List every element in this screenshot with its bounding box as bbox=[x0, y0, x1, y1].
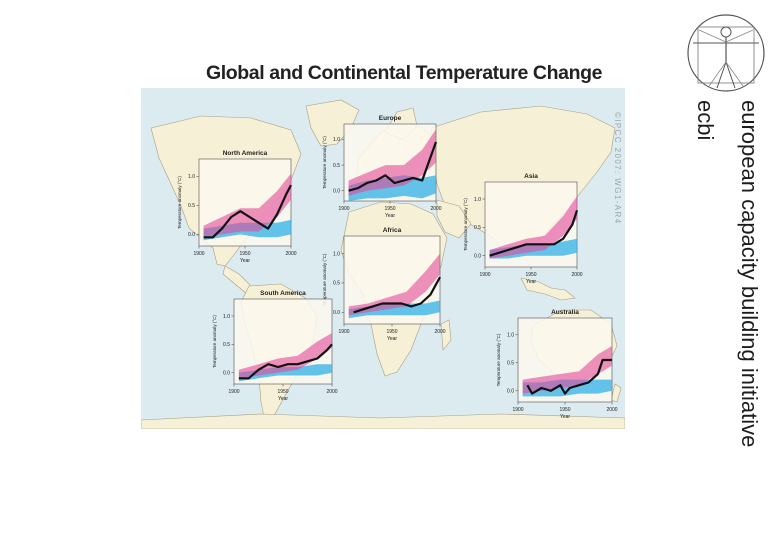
y-tick-label: 0.0 bbox=[188, 232, 195, 238]
panel-africa: Africa 1900 1950 2000 Year 0.0 0.5 1.0 Temperatu… bbox=[322, 227, 446, 342]
observed-temperature-line bbox=[526, 358, 612, 395]
x-tick-label: 1900 bbox=[512, 407, 523, 413]
x-tick-label: 2000 bbox=[571, 272, 582, 278]
organization-abbreviation: ecbi bbox=[693, 100, 718, 141]
x-tick-label: 1950 bbox=[559, 407, 570, 413]
landmass-antarctica bbox=[141, 413, 625, 429]
y-tick-label: 0.5 bbox=[333, 163, 340, 169]
x-tick-label: 1950 bbox=[277, 389, 288, 395]
landmass-madagascar bbox=[440, 319, 452, 351]
x-tick-label: 1950 bbox=[239, 251, 250, 257]
observed-temperature-line bbox=[203, 184, 292, 239]
panel-title: South America bbox=[260, 290, 306, 297]
y-tick-label: 0.5 bbox=[474, 225, 481, 231]
panel-title: Europe bbox=[379, 115, 402, 122]
copyright-note: ©IPCC 2007: WG1-AR4 bbox=[613, 112, 622, 225]
observed-temperature-line bbox=[353, 276, 441, 314]
y-tick-label: 0.0 bbox=[223, 370, 230, 376]
x-tick-label: 1900 bbox=[338, 206, 349, 212]
anthropogenic-forcing-band bbox=[203, 173, 291, 238]
landmass-indonesia bbox=[520, 277, 576, 301]
x-tick-label: 1900 bbox=[338, 329, 349, 335]
x-axis-label: Year bbox=[240, 258, 250, 264]
observed-temperature-line bbox=[238, 343, 333, 380]
vitruvian-man-logo bbox=[687, 14, 765, 92]
x-axis-label: Year bbox=[387, 336, 397, 342]
natural-forcing-band bbox=[238, 364, 332, 382]
y-tick-label: 0.5 bbox=[507, 361, 514, 367]
y-axis-label: Temperature anomaly (°C) bbox=[212, 315, 217, 368]
panel-north-america: North America 1900 1950 2000 Year 0.0 0.5 1.0 Te… bbox=[177, 150, 297, 264]
y-tick-label: 1.0 bbox=[507, 333, 514, 339]
y-tick-label: 0.0 bbox=[333, 189, 340, 195]
y-axis-label: Temperature anomaly (°C) bbox=[322, 136, 327, 189]
y-tick-label: 1.0 bbox=[223, 314, 230, 320]
y-tick-label: 0.0 bbox=[474, 253, 481, 259]
x-tick-label: 2000 bbox=[606, 407, 617, 413]
y-tick-label: 0.0 bbox=[333, 310, 340, 316]
x-axis-label: Year bbox=[278, 396, 288, 402]
panel-australia: Australia 1900 1950 2000 Year 0.0 0.5 1.0 Temper… bbox=[496, 309, 618, 420]
y-tick-label: 1.0 bbox=[474, 197, 481, 203]
y-axis-label: Temperature anomaly (°C) bbox=[463, 198, 468, 251]
x-tick-label: 2000 bbox=[430, 206, 441, 212]
x-tick-label: 1900 bbox=[479, 272, 490, 278]
y-axis-label: Temperature anomaly (°C) bbox=[322, 253, 327, 306]
x-tick-label: 1900 bbox=[228, 389, 239, 395]
x-axis-label: Year bbox=[560, 414, 570, 420]
anthropogenic-forcing-band bbox=[522, 346, 612, 394]
x-tick-label: 2000 bbox=[434, 329, 445, 335]
x-axis-label: Year bbox=[385, 213, 395, 219]
y-tick-label: 0.5 bbox=[188, 203, 195, 209]
panel-europe: Europe 1900 1950 2000 Year 0.0 0.5 1.0 Temperatu… bbox=[322, 115, 442, 219]
y-axis-label: Temperature anomaly (°C) bbox=[177, 176, 182, 229]
x-tick-label: 2000 bbox=[285, 251, 296, 257]
x-tick-label: 2000 bbox=[326, 389, 337, 395]
panel-asia: Asia 1900 1950 2000 Year 0.0 0.5 1.0 Temperature… bbox=[463, 173, 583, 285]
x-tick-label: 1900 bbox=[193, 251, 204, 257]
y-axis-label: Temperature anomaly (°C) bbox=[496, 333, 501, 386]
x-tick-label: 1950 bbox=[525, 272, 536, 278]
y-tick-label: 1.0 bbox=[333, 137, 340, 143]
y-tick-label: 1.0 bbox=[188, 174, 195, 180]
organization-name: european capacity building initiative bbox=[737, 100, 762, 448]
y-tick-label: 0.0 bbox=[507, 389, 514, 395]
x-tick-label: 1950 bbox=[384, 206, 395, 212]
y-tick-label: 1.0 bbox=[333, 251, 340, 257]
observed-temperature-line bbox=[489, 209, 579, 257]
panel-south-america: South America 1900 1950 2000 Year 0.0 0.5 1.0 Te… bbox=[212, 290, 338, 402]
x-axis-label: Year bbox=[526, 279, 536, 285]
observed-temperature-line bbox=[348, 141, 438, 192]
panel-title: Africa bbox=[383, 227, 402, 234]
x-tick-label: 1950 bbox=[386, 329, 397, 335]
landmass-arabia bbox=[436, 199, 472, 239]
panel-title: North America bbox=[223, 150, 268, 157]
panel-title: Australia bbox=[551, 309, 579, 316]
figure-title: Global and Continental Temperature Chang… bbox=[206, 62, 603, 84]
y-tick-label: 0.5 bbox=[333, 281, 340, 287]
y-tick-label: 0.5 bbox=[223, 342, 230, 348]
panel-title: Asia bbox=[524, 173, 538, 180]
